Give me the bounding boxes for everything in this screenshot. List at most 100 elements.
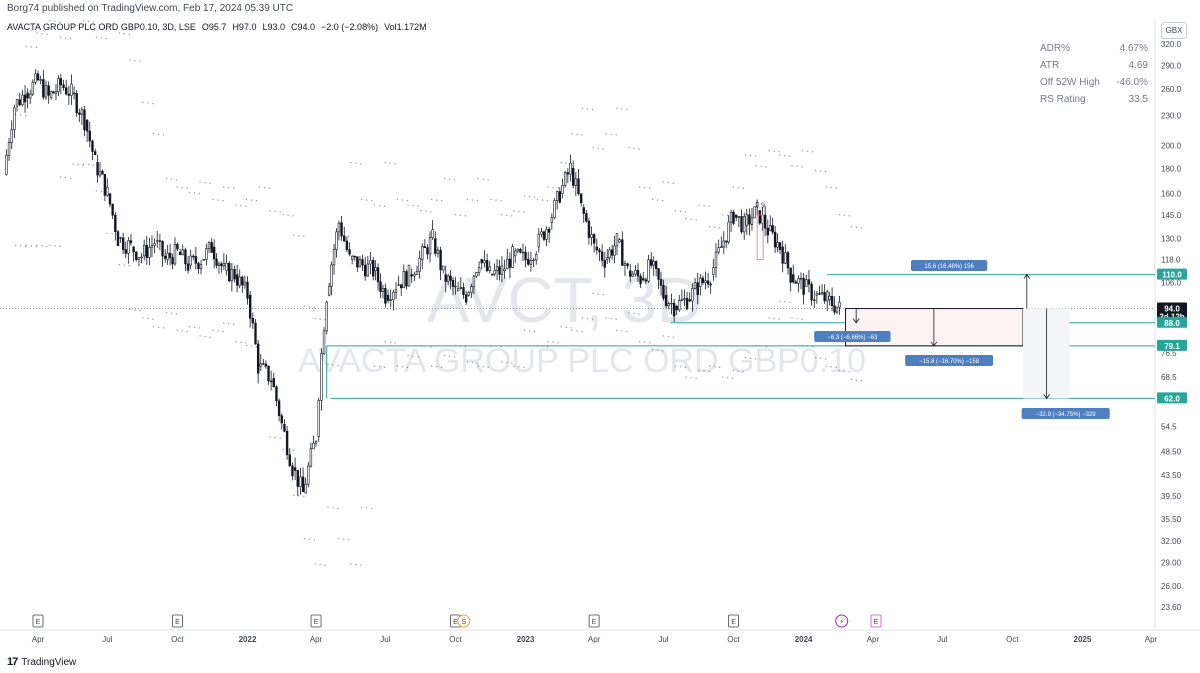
lower-band-dot — [263, 366, 266, 368]
candle-down — [67, 93, 71, 96]
upper-band-dot — [487, 179, 489, 181]
upper-band-dot — [755, 164, 757, 167]
lower-band-dot — [378, 366, 381, 368]
upper-band-dot — [814, 169, 817, 172]
candle-up — [495, 266, 499, 271]
upper-band-dot — [506, 214, 508, 216]
lower-band-dot — [610, 317, 612, 320]
candle-down — [256, 343, 260, 374]
lower-band-dot — [648, 342, 651, 344]
upper-band-dot — [633, 147, 635, 149]
lower-band-dot — [765, 346, 767, 348]
candle-down — [657, 268, 660, 280]
candle-up — [173, 244, 177, 265]
lower-band-dot — [255, 346, 258, 348]
upper-band-dot — [240, 204, 242, 207]
upper-band-dot — [417, 205, 419, 207]
upper-band-dot — [69, 37, 72, 40]
measure-badge-text: −6.3 (−6.66%) −63 — [827, 335, 878, 341]
candle-down — [280, 415, 283, 424]
lower-band-dot — [430, 365, 433, 367]
upper-band-dot — [212, 198, 214, 201]
lower-band-dot — [373, 365, 376, 367]
upper-band-dot — [591, 108, 594, 111]
measure-badge — [1021, 408, 1110, 419]
split-event-icon — [457, 614, 471, 628]
candle-down — [75, 93, 78, 114]
lower-band-dot — [308, 538, 311, 540]
upper-band-dot — [95, 36, 98, 39]
upper-band-dot — [412, 204, 414, 207]
upper-band-dot — [82, 20, 85, 22]
upper-band-dot — [25, 45, 28, 47]
candle-up — [535, 254, 538, 261]
candle-down — [23, 94, 27, 103]
lower-band-dot — [814, 356, 817, 359]
candle-up — [369, 260, 372, 265]
lower-band-dot — [819, 357, 822, 359]
upper-band-dot — [518, 210, 520, 213]
annotation-label: 2.9 — [755, 203, 765, 210]
volume-value: Vol1.172M — [384, 22, 427, 32]
upper-band-dot — [773, 150, 775, 152]
candle-down — [464, 294, 468, 303]
y-tick-label: 76.5 — [1161, 349, 1177, 358]
lower-band-dot — [860, 379, 863, 382]
lower-band-dot — [319, 563, 321, 566]
price-level-text: 110.0 — [1162, 271, 1182, 280]
lower-band-dot — [15, 244, 17, 246]
lower-band-dot — [448, 355, 451, 357]
upper-band-dot — [111, 24, 113, 27]
price-level-badge — [1157, 339, 1187, 351]
candle-up — [207, 242, 211, 249]
candle-up — [415, 270, 419, 275]
upper-band-dot — [59, 21, 61, 23]
candle-down — [410, 274, 413, 277]
candle-down — [91, 140, 94, 152]
candle-up — [456, 288, 460, 292]
y-tick-label: 35.50 — [1161, 515, 1182, 524]
footer-branding: 17 TradingView — [7, 656, 76, 668]
candle-up — [389, 299, 392, 301]
upper-band-dot — [232, 187, 235, 189]
upper-band-dot — [293, 234, 295, 236]
upper-band-dot — [541, 199, 544, 201]
candle-down — [96, 162, 99, 176]
measure-badge-text: 15.6 (16.48%) 156 — [924, 264, 974, 270]
stats-label: Off 52W High — [1040, 77, 1100, 88]
lower-band-dot — [365, 507, 368, 509]
candle-up — [613, 245, 616, 256]
lower-band-dot — [274, 436, 276, 439]
upper-band-dot — [721, 213, 724, 216]
lower-band-dot — [726, 377, 729, 379]
lower-band-dot — [95, 190, 98, 192]
candle-up — [545, 228, 548, 240]
lower-band-dot — [633, 312, 635, 315]
candle-down — [114, 214, 117, 233]
upper-band-dot — [209, 182, 211, 184]
lower-band-dot — [245, 344, 248, 347]
candle-up — [691, 288, 694, 302]
upper-band-dot — [830, 186, 832, 189]
stats-value: -46.0% — [1116, 77, 1148, 88]
ohlc-low: L93.0 — [262, 22, 285, 32]
candle-up — [366, 263, 370, 277]
lower-band-dot — [157, 326, 160, 329]
lower-band-dot — [801, 318, 803, 320]
upper-band-dot — [523, 211, 525, 213]
candle-down — [610, 249, 614, 256]
currency-button[interactable]: GBX — [1161, 22, 1187, 39]
x-tick-label: Jul — [658, 635, 668, 644]
upper-band-dot — [597, 147, 599, 149]
symbol-name[interactable]: AVACTA GROUP PLC ORD GBP0.10, 3D, LSE — [7, 22, 196, 32]
measure-badge-text: −15.8 (−16.70%) −158 — [919, 359, 980, 365]
upper-band-dot — [482, 178, 484, 180]
upper-band-dot — [495, 199, 497, 201]
lower-band-dot — [313, 539, 316, 541]
candle-up — [513, 250, 517, 257]
upper-band-dot — [824, 170, 827, 173]
candle-down — [343, 235, 346, 242]
candle-up — [680, 299, 684, 301]
upper-band-dot — [501, 213, 503, 216]
